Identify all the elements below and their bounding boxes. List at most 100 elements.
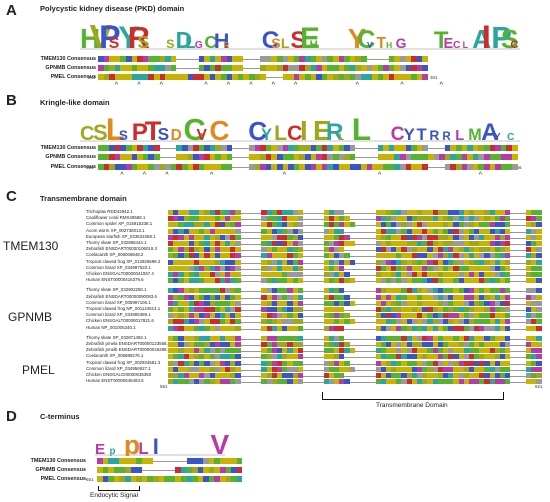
alignment-cell [251,225,257,227]
alignment-cell [188,307,194,312]
alignment-cell [287,307,293,312]
alignment-cell [396,265,402,271]
alignment-cell [180,467,187,473]
alignment-cell [321,65,328,71]
alignment-cell [332,74,339,80]
alignment-cell [536,319,542,325]
alignment-cell [181,154,188,160]
alignment-cell [391,222,397,228]
logo-letter: L [339,132,345,142]
alignment-cell [245,303,251,305]
species-alignment-row [168,313,542,319]
alignment-cell [276,360,283,366]
alignment-cell [510,297,516,299]
alignment-cell [125,145,132,151]
alignment-cell [308,328,314,330]
alignment-cell [461,145,468,151]
alignment-cell [405,56,412,62]
alignment-cell [406,222,412,228]
alignment-cell [506,164,512,170]
alignment-cell [349,291,355,293]
alignment-cell [531,379,537,385]
alignment-cell [442,379,449,385]
alignment-cell [515,310,521,311]
alignment-cell [396,354,402,360]
alignment-cell [297,313,303,319]
alignment-cell [240,291,246,293]
alignment-cell [489,348,495,354]
alignment-cell [137,74,143,80]
alignment-cell [401,234,407,240]
alignment-cell [214,228,220,234]
panel-c-group-gpnmb: GPNMB [8,310,53,324]
alignment-cell [114,154,121,160]
alignment-cell [411,335,417,341]
alignment-cell [520,231,526,233]
alignment-cell [520,351,526,353]
alignment-cell [396,294,402,300]
alignment-cell [396,234,402,240]
alignment-cell [287,319,293,325]
alignment-cell [219,325,226,331]
alignment-cell [489,259,495,265]
alignment-cell [383,59,389,60]
alignment-cell [199,247,205,253]
logo-letter: V [196,127,207,142]
alignment-cell [130,467,137,473]
alignment-cell [266,294,272,300]
alignment-cell [531,319,537,325]
alignment-cell [417,241,423,246]
alignment-cell [302,357,309,359]
alignment-cell [178,294,184,300]
alignment-cell [302,382,309,384]
alignment-cell [380,278,386,284]
alignment-cell [359,382,366,384]
alignment-cell [318,250,324,252]
alignment-cell [265,56,272,62]
alignment-cell [245,291,251,293]
alignment-cell [432,265,438,271]
alignment-cell [256,231,262,233]
alignment-cell [102,467,109,473]
alignment-cell [276,319,283,325]
alignment-cell [479,253,485,259]
alignment-cell [193,300,200,306]
alignment-cell [472,164,479,170]
alignment-cell [183,366,189,372]
alignment-cell [525,373,532,378]
alignment-cell [323,228,329,234]
alignment-cell [489,154,496,160]
alignment-cell [256,256,262,258]
alignment-cell [448,228,454,234]
alignment-cell [215,164,222,170]
alignment-cell [391,253,397,259]
alignment-cell [208,467,215,473]
alignment-cell [411,56,417,62]
alignment-cell [297,278,303,284]
alignment-cell [187,59,194,60]
alignment-cell [271,272,277,277]
alignment-cell [365,250,371,252]
alignment-cell [339,366,345,372]
alignment-cell [375,222,381,228]
alignment-cell [458,360,464,366]
alignment-cell [442,278,449,284]
alignment-cell [282,210,288,215]
alignment-cell [484,288,490,294]
alignment-cell [354,363,360,365]
alignment-cell [531,210,537,215]
alignment-cell [463,366,469,372]
alignment-cell [245,297,251,299]
alignment-cell [219,366,226,372]
alignment-cell [383,164,389,170]
alignment-cell [287,348,293,354]
alignment-cell [380,348,386,354]
alignment-cell [266,234,272,240]
alignment-cell [261,247,267,253]
alignment-cell [328,342,334,347]
alignment-cell [388,154,395,160]
alignment-cell [209,253,215,259]
alignment-cell [355,74,361,80]
logo-letter: L [106,112,125,142]
